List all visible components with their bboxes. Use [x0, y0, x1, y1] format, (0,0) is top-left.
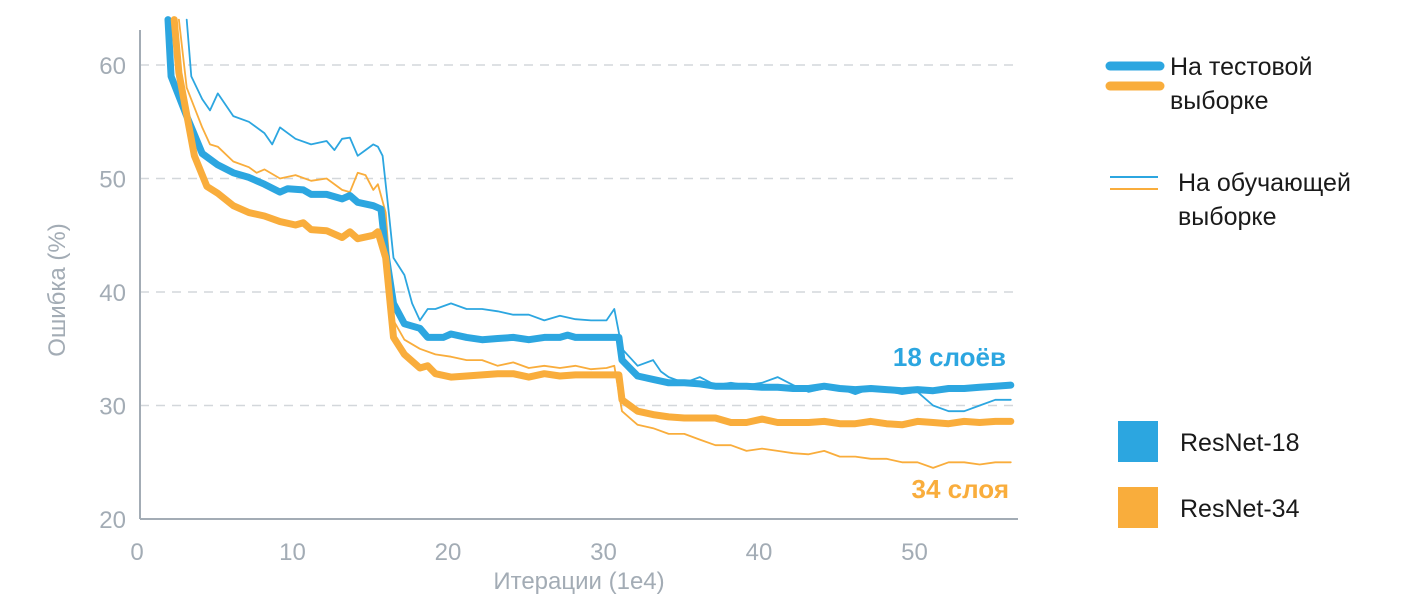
y-tick-label: 60: [99, 53, 126, 80]
y-tick-label: 20: [99, 507, 126, 534]
legend-resnet34-text: ResNet-34: [1180, 495, 1300, 523]
x-tick-label: 30: [590, 539, 617, 566]
x-tick-label: 10: [279, 539, 306, 566]
legend-resnet18-text: ResNet-18: [1180, 429, 1300, 457]
test-lines: [164, 16, 1015, 429]
legend-resnet34: ResNet-34: [1118, 487, 1300, 528]
x-axis-label: Итерации (1e4): [493, 568, 664, 595]
legend-train-text: На обучающей выборке: [1178, 169, 1358, 231]
legend-resnet34-swatch: [1118, 487, 1158, 528]
r34-label: 34 слоя: [912, 474, 1010, 504]
y-tick-label: 30: [99, 394, 126, 421]
x-ticks: 0 10 20 30 40 50: [130, 539, 928, 566]
series-line-r18-train: [185, 18, 1012, 413]
x-tick-label: 40: [746, 539, 773, 566]
series-line-r34-train: [178, 18, 1012, 469]
legend-resnet18: ResNet-18: [1118, 421, 1300, 462]
y-axis-label: Ошибка (%): [44, 223, 71, 356]
y-tick-label: 50: [99, 167, 126, 194]
legend-train: На обучающей выборке: [1110, 169, 1358, 231]
r18-label: 18 слоёв: [893, 342, 1006, 372]
x-tick-label: 50: [901, 539, 928, 566]
axes: [139, 30, 1018, 520]
y-ticks: 20 30 40 50 60: [99, 53, 126, 534]
y-tick-label: 40: [99, 280, 126, 307]
legend-test-text: На тестовой выборке: [1170, 53, 1319, 115]
x-tick-label: 0: [130, 539, 143, 566]
series-line-r18-test: [164, 16, 1015, 395]
legend-resnet18-swatch: [1118, 421, 1158, 462]
series-line-r34-test: [170, 16, 1015, 429]
x-tick-label: 20: [435, 539, 462, 566]
train-lines: [178, 18, 1012, 469]
legend-test: На тестовой выборке: [1105, 53, 1319, 115]
grid-lines: [140, 64, 1018, 407]
